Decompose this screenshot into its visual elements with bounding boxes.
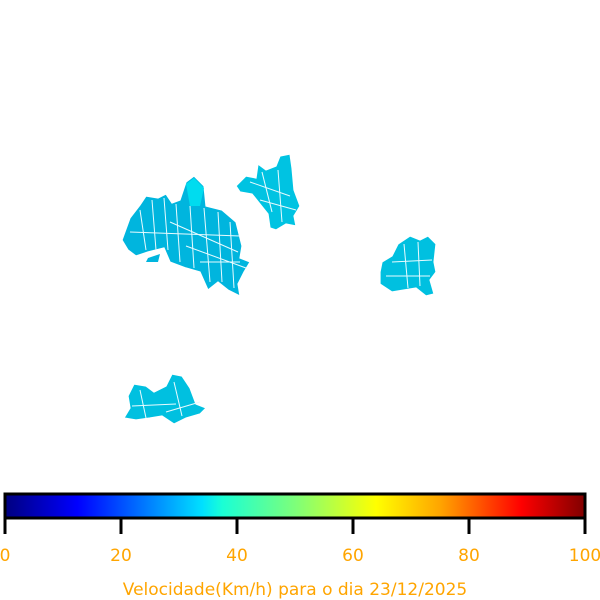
- tick-label: 60: [342, 546, 364, 566]
- tick-label: 20: [110, 546, 132, 566]
- tick-label: 100: [568, 546, 600, 566]
- region-east: [379, 235, 437, 297]
- tick-label: 80: [458, 546, 480, 566]
- tick-label: 40: [226, 546, 248, 566]
- colorbar-ticks: [3, 518, 587, 534]
- region-west: [121, 175, 251, 298]
- colorbar: [3, 492, 587, 520]
- region-north: [235, 153, 301, 231]
- tick-label: 0: [0, 546, 11, 566]
- region-south: [123, 373, 208, 425]
- colorbar-title: Velocidade(Km/h) para o dia 23/12/2025: [122, 580, 468, 600]
